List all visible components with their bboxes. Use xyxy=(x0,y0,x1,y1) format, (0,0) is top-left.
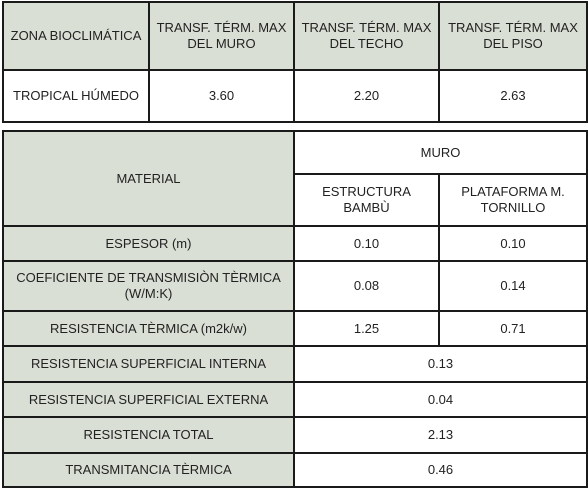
row-label: COEFICIENTE DE TRANSMISIÒN TÈRMICA (W/M:… xyxy=(2,260,295,312)
header-cell-zone: ZONA BIOCLIMÁTICA xyxy=(2,1,150,71)
table-row: TROPICAL HÚMEDO 3.60 2.20 2.63 xyxy=(2,69,588,123)
table-row: ESPESOR (m) 0.10 0.10 xyxy=(2,225,588,262)
row-value: 0.14 xyxy=(438,260,588,312)
col-bamboo-header: ESTRUCTURA BAMBÙ xyxy=(293,173,440,227)
table-row: RESISTENCIA SUPERFICIAL INTERNA 0.13 xyxy=(2,345,588,383)
zone-value: TROPICAL HÚMEDO xyxy=(2,69,150,123)
table-row: TRANSMITANCIA TÈRMICA 0.46 xyxy=(2,452,588,488)
row-value: 0.10 xyxy=(293,225,440,262)
table-row: RESISTENCIA TÈRMICA (m2k/w) 1.25 0.71 xyxy=(2,310,588,347)
row-value: 2.13 xyxy=(293,416,588,454)
muro-header: MURO xyxy=(293,130,588,175)
row-label: RESISTENCIA SUPERFICIAL INTERNA xyxy=(2,345,295,383)
row-label: RESISTENCIA TÈRMICA (m2k/w) xyxy=(2,310,295,347)
row-label: TRANSMITANCIA TÈRMICA xyxy=(2,452,295,488)
climate-zone-table: ZONA BIOCLIMÁTICA TRANSF. TÉRM. MAX DEL … xyxy=(2,1,588,123)
row-value: 0.04 xyxy=(293,381,588,418)
header-cell-roof: TRANSF. TÉRM. MAX DEL TECHO xyxy=(293,1,440,71)
row-label: ESPESOR (m) xyxy=(2,225,295,262)
row-value: 0.08 xyxy=(293,260,440,312)
row-label: RESISTENCIA SUPERFICIAL EXTERNA xyxy=(2,381,295,418)
table-row: RESISTENCIA TOTAL 2.13 xyxy=(2,416,588,454)
row-label: RESISTENCIA TOTAL xyxy=(2,416,295,454)
wall-value: 3.60 xyxy=(148,69,295,123)
row-value: 0.71 xyxy=(438,310,588,347)
row-value: 0.13 xyxy=(293,345,588,383)
floor-value: 2.63 xyxy=(438,69,588,123)
row-value: 0.10 xyxy=(438,225,588,262)
table-row: RESISTENCIA SUPERFICIAL EXTERNA 0.04 xyxy=(2,381,588,418)
header-cell-wall: TRANSF. TÉRM. MAX DEL MURO xyxy=(148,1,295,71)
row-value: 0.46 xyxy=(293,452,588,488)
header-cell-floor: TRANSF. TÉRM. MAX DEL PISO xyxy=(438,1,588,71)
table-header-row: ZONA BIOCLIMÁTICA TRANSF. TÉRM. MAX DEL … xyxy=(2,1,588,71)
material-header: MATERIAL xyxy=(2,130,295,227)
table-row: COEFICIENTE DE TRANSMISIÒN TÈRMICA (W/M:… xyxy=(2,260,588,312)
row-value: 1.25 xyxy=(293,310,440,347)
material-table: MATERIAL MURO ESTRUCTURA BAMBÙ PLATAFORM… xyxy=(2,130,588,488)
col-platform-header: PLATAFORMA M. TORNILLO xyxy=(438,173,588,227)
roof-value: 2.20 xyxy=(293,69,440,123)
